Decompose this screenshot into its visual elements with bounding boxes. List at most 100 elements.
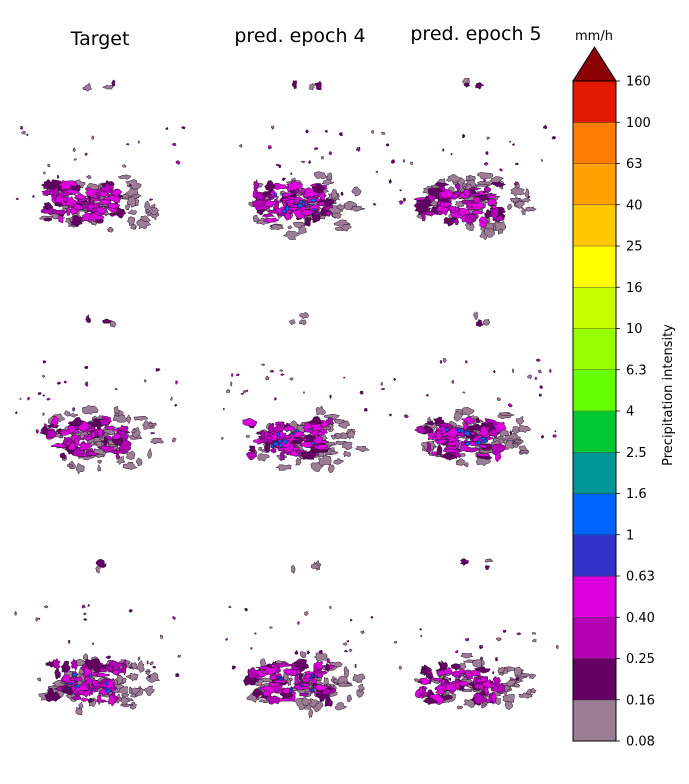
rain-cell — [523, 206, 537, 212]
rain-cell — [307, 160, 312, 164]
rain-cell — [556, 644, 559, 650]
rain-cell — [442, 357, 447, 363]
rain-cell — [42, 374, 46, 379]
rain-cell — [91, 135, 95, 140]
rain-cell — [308, 203, 320, 212]
rain-cell — [92, 682, 104, 687]
rain-cell — [463, 185, 467, 190]
rain-cell — [506, 679, 516, 687]
rain-cell — [14, 610, 17, 617]
rain-cell — [409, 161, 414, 166]
rain-cell — [121, 677, 127, 684]
rain-cell — [480, 656, 483, 660]
rain-cell — [435, 182, 450, 189]
rain-cell — [248, 445, 256, 453]
rain-cell — [240, 392, 245, 395]
rain-cell — [81, 604, 86, 609]
rain-cell — [464, 221, 475, 231]
rain-cell — [306, 650, 311, 655]
rain-cell — [460, 441, 466, 446]
rain-cell — [97, 463, 101, 472]
rain-cell — [338, 132, 343, 137]
rain-cell — [83, 618, 88, 621]
rain-cell — [342, 642, 348, 646]
rain-cell — [442, 148, 445, 152]
colorbar-segment — [573, 658, 616, 701]
rain-cell — [102, 436, 109, 447]
rain-cell — [456, 705, 464, 710]
rain-cell — [479, 436, 487, 441]
rain-cell — [483, 227, 496, 238]
rain-cell — [275, 464, 292, 471]
rain-cell — [311, 213, 321, 223]
forecast-panel — [14, 559, 181, 716]
rain-cell — [104, 203, 121, 209]
rain-cell — [460, 653, 474, 659]
rain-cell — [484, 198, 498, 206]
rain-cell — [459, 558, 470, 566]
rain-cell — [302, 187, 320, 199]
rain-cell — [253, 632, 257, 635]
rain-cell — [518, 425, 531, 434]
rain-cell — [112, 414, 128, 423]
rain-cell — [83, 658, 101, 670]
column-title-epoch-5: pred. epoch 5 — [410, 23, 541, 45]
rain-cell — [118, 439, 132, 454]
rain-cell — [496, 397, 501, 401]
rain-cell — [279, 373, 286, 376]
rain-cell — [56, 381, 62, 385]
colorbar-label: Precipitation intensity — [661, 324, 676, 466]
rain-cell — [260, 363, 266, 367]
rain-cell — [73, 193, 88, 200]
rain-cell — [492, 421, 507, 433]
rain-cell — [342, 376, 346, 379]
rain-cell — [281, 177, 287, 181]
rain-cell — [19, 397, 22, 400]
rain-cell — [432, 416, 445, 425]
rain-cell — [323, 197, 335, 208]
rain-cell — [116, 456, 126, 466]
rain-cell — [57, 429, 71, 436]
colorbar-segment — [573, 369, 616, 412]
rain-cell — [402, 158, 405, 164]
rain-cell — [448, 677, 452, 682]
rain-cell — [308, 708, 314, 719]
rain-cell — [263, 217, 280, 224]
rain-cell — [333, 458, 344, 465]
rain-cell — [63, 410, 71, 417]
rain-cell — [392, 377, 397, 381]
rain-cell — [21, 130, 26, 135]
rain-cell — [450, 663, 462, 671]
rain-cell — [525, 689, 533, 695]
rain-cell — [95, 206, 106, 215]
rain-cell — [514, 676, 520, 682]
rain-cell — [309, 423, 324, 432]
rain-cell — [509, 430, 513, 436]
rain-cell — [262, 665, 277, 676]
rain-cell — [358, 683, 365, 693]
rain-cell — [56, 174, 60, 179]
forecast-panel — [220, 311, 386, 474]
rain-cell — [64, 188, 82, 196]
rain-cell — [324, 696, 333, 707]
rain-cell — [42, 359, 47, 364]
rain-cell — [151, 424, 156, 429]
rain-cell — [144, 200, 150, 211]
rain-cell — [74, 676, 84, 682]
rain-cell — [304, 203, 309, 207]
rain-cell — [304, 215, 312, 227]
rain-cell — [229, 381, 233, 387]
colorbar-tick-label: 25 — [626, 240, 643, 255]
forecast-panel — [15, 79, 186, 233]
rain-cell — [373, 202, 377, 206]
rain-cell — [84, 152, 88, 156]
rain-cell — [130, 224, 137, 230]
rain-cell — [277, 199, 282, 204]
rain-cell — [390, 159, 396, 164]
rain-cell — [47, 163, 51, 168]
rain-cell — [424, 667, 428, 670]
rain-cell — [435, 430, 442, 441]
rain-cell — [458, 668, 466, 674]
rain-cell — [470, 670, 481, 677]
rain-cell — [478, 425, 490, 437]
